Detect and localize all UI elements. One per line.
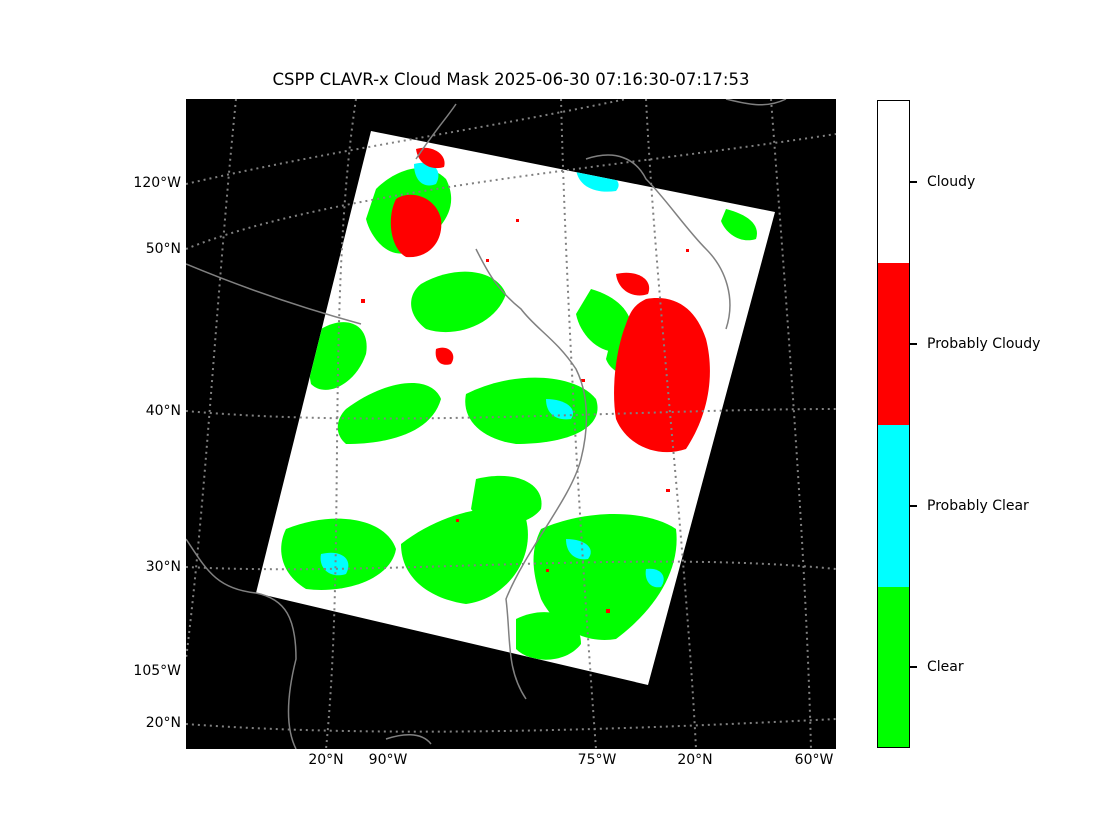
- colorbar-tick-probably-cloudy: [910, 343, 917, 345]
- bottom-label-60w: 60°W: [794, 752, 834, 768]
- colorbar-segment-cloudy: [878, 101, 909, 263]
- left-label-40n: 40°N: [145, 403, 181, 419]
- probably-cloudy-areas: [390, 147, 710, 453]
- colorbar-segment-probably-clear: [878, 425, 909, 587]
- colorbar-label-probably-cloudy: Probably Cloudy: [927, 336, 1041, 352]
- colorbar-segment-clear: [878, 587, 909, 747]
- colorbar-label-cloudy: Cloudy: [927, 174, 976, 190]
- coastlines: [186, 99, 787, 749]
- map-panel[interactable]: [186, 99, 836, 749]
- left-label-20n: 20°N: [145, 715, 181, 731]
- colorbar: [877, 100, 910, 748]
- bottom-label-20n-right: 20°N: [677, 752, 713, 768]
- bottom-label-20n-left: 20°N: [308, 752, 344, 768]
- colorbar-tick-probably-clear: [910, 505, 917, 507]
- bottom-label-75w: 75°W: [577, 752, 617, 768]
- graticule-lines: [186, 99, 836, 749]
- probably-cloudy-scatter: [336, 219, 689, 622]
- left-label-105w: 105°W: [133, 663, 181, 679]
- colorbar-label-probably-clear: Probably Clear: [927, 498, 1029, 514]
- left-label-30n: 30°N: [145, 559, 181, 575]
- left-label-50n: 50°N: [145, 241, 181, 257]
- probably-clear-areas: [320, 162, 664, 588]
- colorbar-segment-probably-cloudy: [878, 263, 909, 425]
- cloud-mask-map: [186, 99, 836, 749]
- left-label-120w: 120°W: [133, 175, 181, 191]
- colorbar-tick-clear: [910, 666, 917, 668]
- colorbar-label-clear: Clear: [927, 659, 964, 675]
- bottom-label-90w: 90°W: [368, 752, 408, 768]
- colorbar-tick-cloudy: [910, 181, 917, 183]
- page-title: CSPP CLAVR-x Cloud Mask 2025-06-30 07:16…: [272, 70, 750, 89]
